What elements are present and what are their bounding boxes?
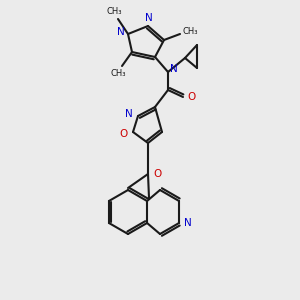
Text: N: N: [117, 27, 125, 37]
Text: N: N: [170, 64, 178, 74]
Text: O: O: [120, 129, 128, 139]
Text: O: O: [187, 92, 195, 102]
Text: N: N: [184, 218, 192, 228]
Text: O: O: [153, 169, 161, 179]
Text: N: N: [125, 109, 133, 119]
Text: CH₃: CH₃: [110, 70, 126, 79]
Text: CH₃: CH₃: [106, 7, 122, 16]
Text: CH₃: CH₃: [182, 28, 198, 37]
Text: N: N: [145, 13, 153, 23]
